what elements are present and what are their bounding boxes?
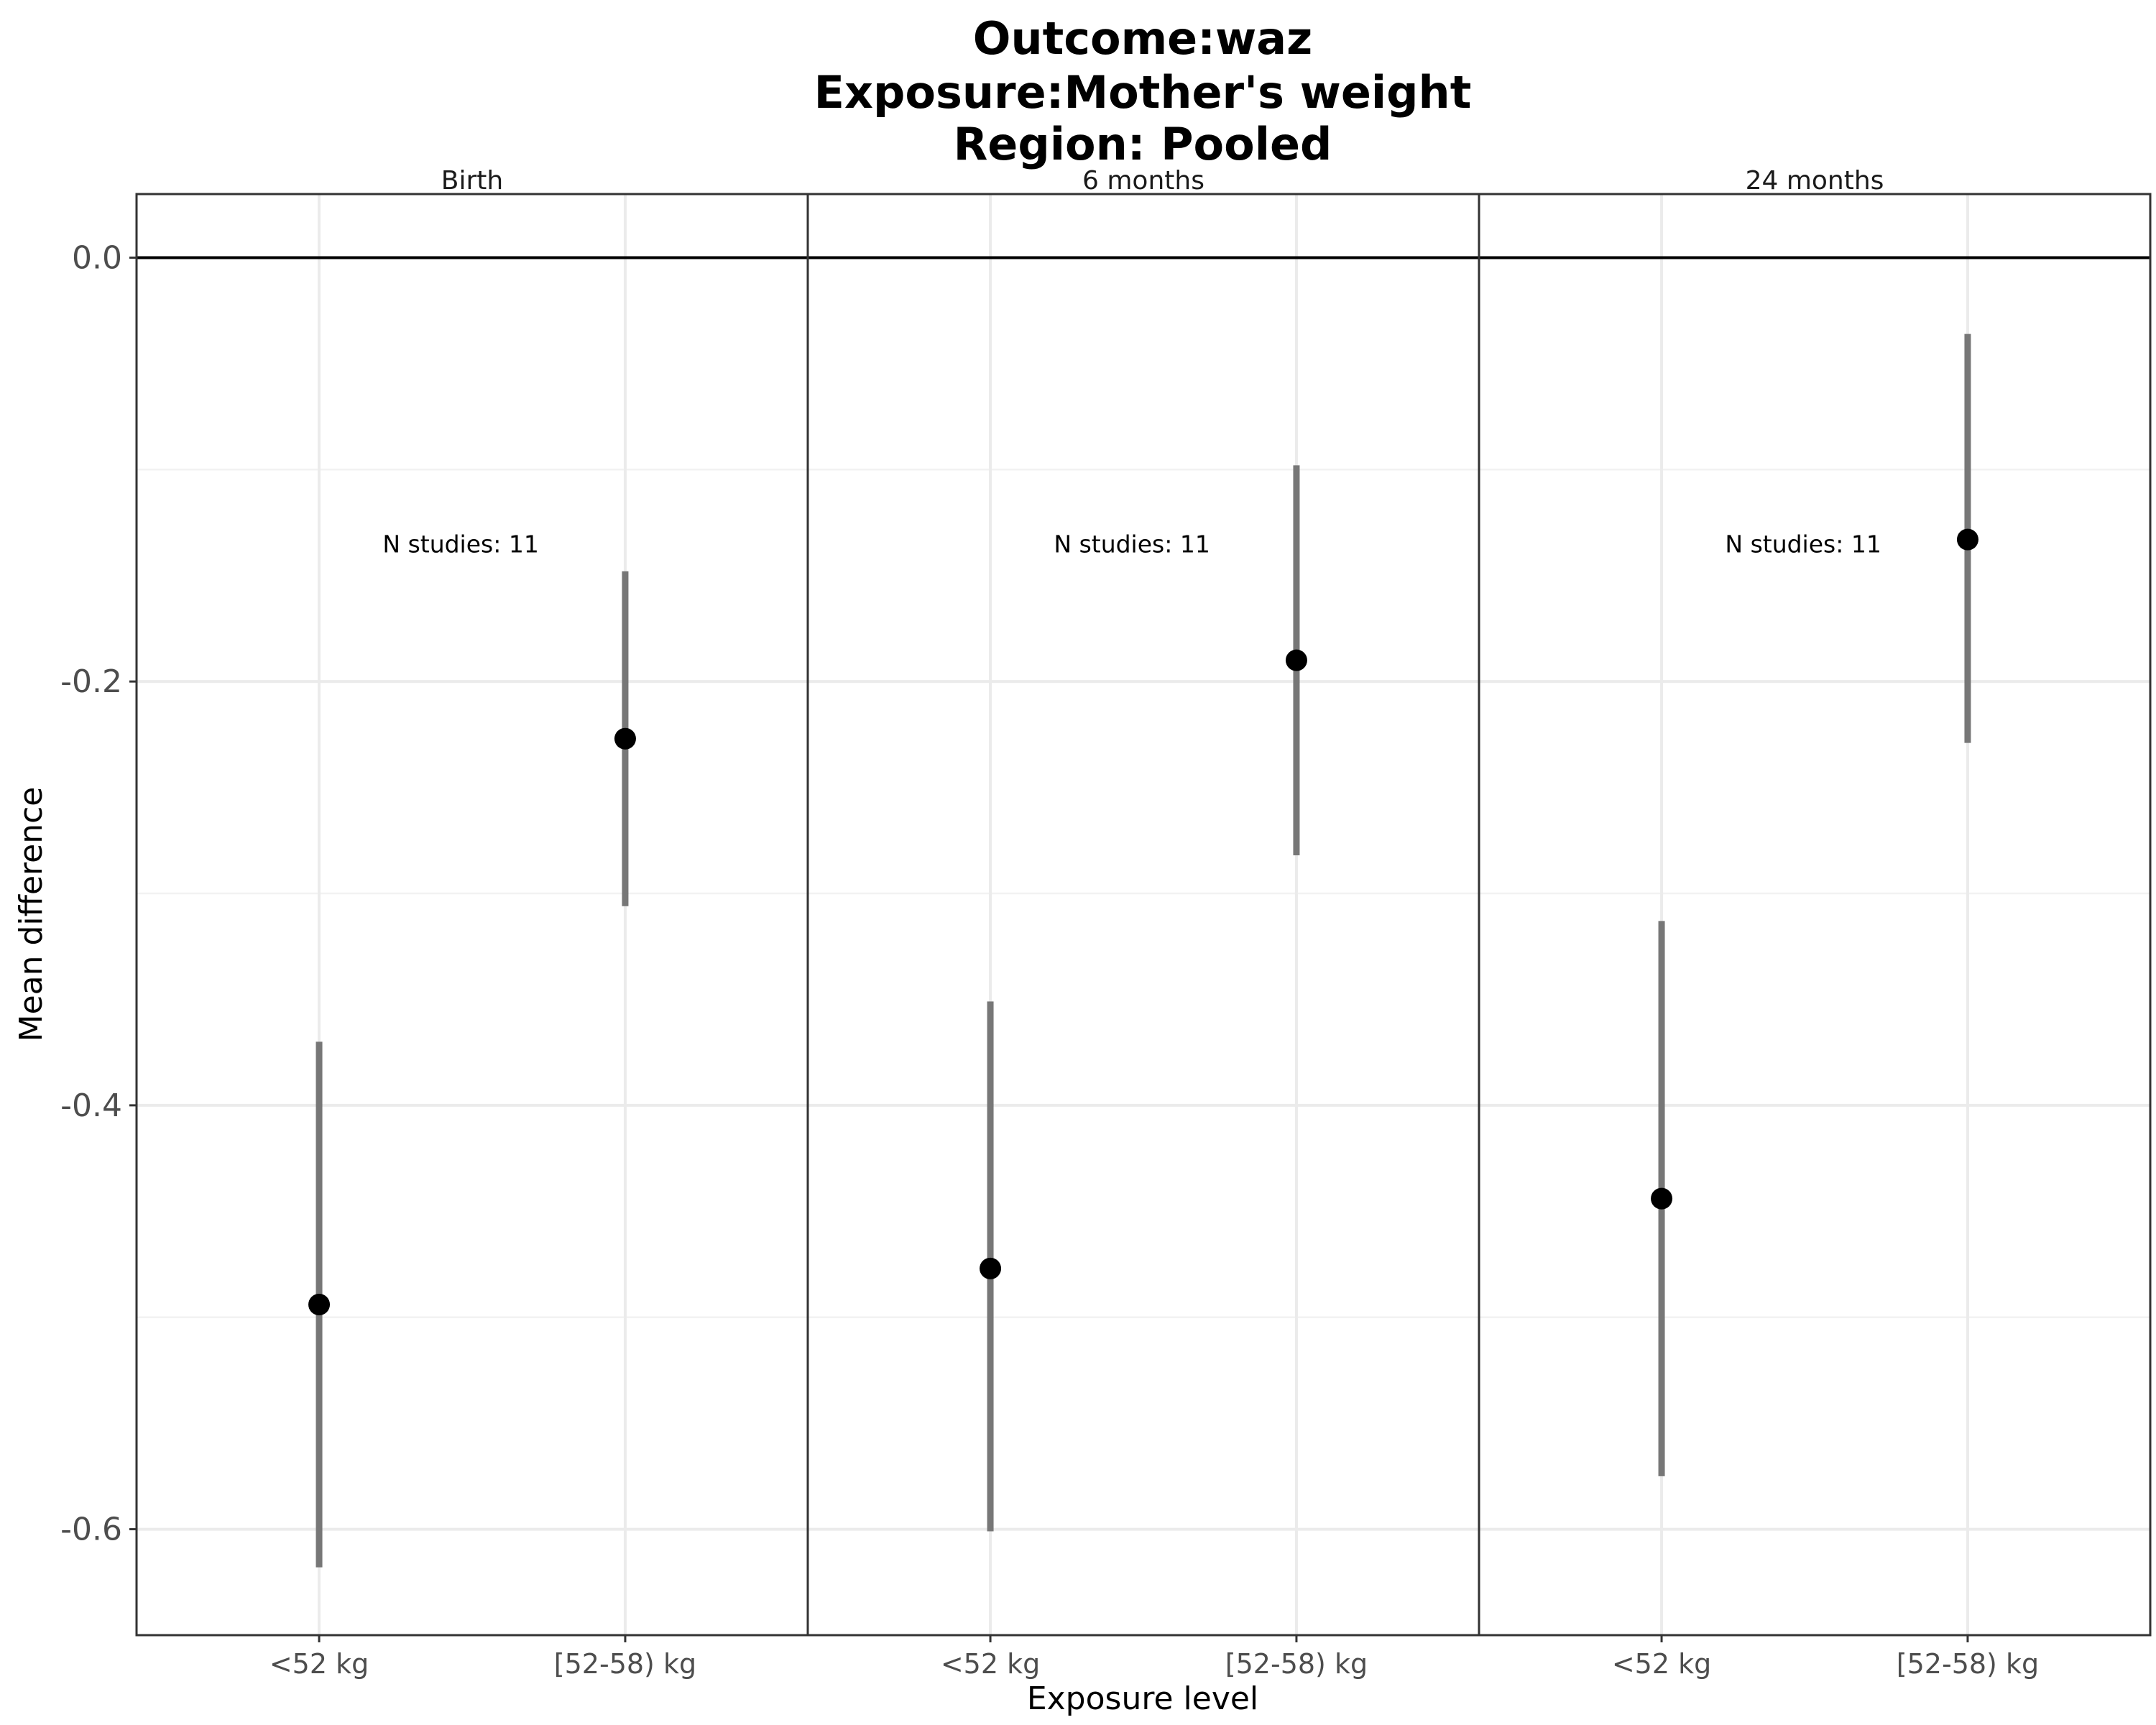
chart-title: Outcome:waz Exposure:Mother's weight Reg… [814, 12, 1472, 170]
title-line-3: Region: Pooled [954, 118, 1332, 170]
panel-border [806, 193, 1480, 1637]
data-point [1285, 649, 1307, 671]
x-tick-label: [52-58) kg [554, 1648, 696, 1680]
title-line-1: Outcome:waz [973, 12, 1312, 65]
panel-strip-label: Birth [441, 166, 503, 196]
panel-annotation: N studies: 11 [1054, 530, 1210, 558]
panel-strip-label: 6 months [1082, 166, 1204, 196]
x-tick-label: <52 kg [941, 1648, 1040, 1680]
y-tick-label: 0.0 [72, 239, 122, 276]
panel-annotation: N studies: 11 [382, 530, 538, 558]
x-tick-label: <52 kg [1612, 1648, 1711, 1680]
data-point [1956, 528, 1978, 551]
data-point [1651, 1187, 1673, 1210]
panel-2: 24 months N studies: 11 [1478, 166, 2152, 1637]
y-tick-label: -0.6 [60, 1512, 122, 1548]
panel-border [135, 193, 809, 1637]
data-point [308, 1294, 331, 1316]
x-axis-title: Exposure level [1027, 1680, 1258, 1717]
x-tick-label: [52-58) kg [1225, 1648, 1368, 1680]
title-line-2: Exposure:Mother's weight [814, 66, 1472, 119]
panel-annotation: N studies: 11 [1725, 530, 1881, 558]
x-tick-label: [52-58) kg [1897, 1648, 2039, 1680]
y-tick-label: -0.2 [60, 663, 122, 700]
data-point [614, 727, 636, 750]
panel-0: Birth N studies: 11 [135, 166, 809, 1637]
y-tick-label: -0.4 [60, 1087, 122, 1124]
panel-border [1478, 193, 2152, 1637]
panel-1: 6 months N studies: 11 [806, 166, 1480, 1637]
data-point [980, 1257, 1002, 1279]
panel-strip-label: 24 months [1746, 166, 1884, 196]
x-tick-label: <52 kg [270, 1648, 369, 1680]
y-axis-title: Mean difference [13, 787, 50, 1042]
